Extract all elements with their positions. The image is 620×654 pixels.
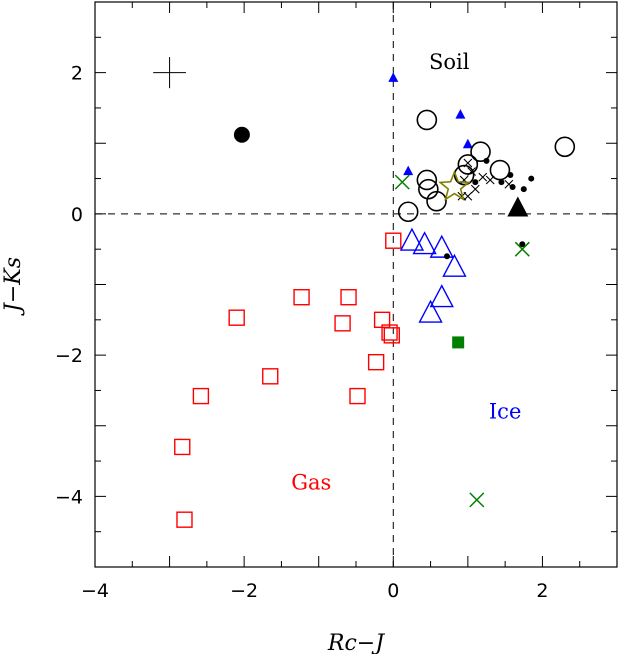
data-point-small-filled-triangle bbox=[462, 138, 473, 149]
plot-frame bbox=[94, 1, 618, 568]
data-point-open-circle bbox=[397, 201, 419, 223]
data-point-small-filled-triangle bbox=[455, 109, 466, 119]
data-point-open-square bbox=[192, 387, 210, 405]
data-point-small-cross bbox=[478, 172, 488, 182]
y-tick-label: 0 bbox=[71, 204, 83, 226]
y-axis-title: J−Ks bbox=[1, 257, 26, 316]
data-point-open-triangle bbox=[412, 231, 437, 255]
data-point-small-filled-triangle bbox=[403, 165, 414, 176]
data-point-open-triangle bbox=[429, 284, 454, 308]
data-point-green-cross bbox=[469, 492, 485, 508]
x-tick-label: −4 bbox=[81, 580, 109, 602]
x-tick-label: −2 bbox=[230, 580, 258, 602]
data-point-dot bbox=[443, 253, 450, 260]
region-annotations: Soil Ice Gas bbox=[291, 50, 521, 494]
data-point-dot bbox=[483, 157, 490, 164]
data-point-small-cross bbox=[463, 158, 473, 168]
data-point-open-square bbox=[381, 324, 398, 341]
x-axis-title: Rc−J bbox=[327, 631, 385, 654]
x-tick-label: 2 bbox=[536, 580, 548, 602]
y-tick-label: −4 bbox=[55, 486, 83, 508]
data-point-open-circle bbox=[426, 190, 447, 212]
region-label-soil: Soil bbox=[429, 50, 470, 74]
data-point-open-circle bbox=[453, 164, 475, 186]
data-point-filled-triangle bbox=[507, 196, 529, 217]
series-open-star bbox=[438, 169, 471, 201]
data-point-filled-square bbox=[452, 336, 465, 349]
series-open-square bbox=[174, 232, 402, 528]
data-point-open-square bbox=[383, 327, 400, 344]
data-point-open-circle bbox=[416, 169, 438, 191]
data-point-small-cross bbox=[463, 191, 473, 201]
series-dot bbox=[443, 157, 535, 260]
data-point-open-circle bbox=[554, 136, 576, 158]
data-point-open-square bbox=[176, 511, 193, 528]
data-point-open-square bbox=[349, 387, 366, 405]
data-point-open-square bbox=[174, 438, 191, 456]
data-point-open-star bbox=[438, 169, 471, 201]
y-tick-label: 2 bbox=[71, 63, 83, 85]
x-tick-label: 0 bbox=[387, 580, 399, 602]
data-point-open-circle bbox=[457, 154, 479, 175]
data-point-filled-circle bbox=[233, 126, 250, 143]
series-filled-square bbox=[452, 336, 465, 349]
data-point-open-square bbox=[334, 315, 351, 332]
data-point-small-cross bbox=[467, 167, 476, 176]
series-small-cross bbox=[457, 158, 514, 201]
plot-area bbox=[94, 1, 618, 568]
data-point-open-square bbox=[367, 353, 385, 371]
data-point-open-circle bbox=[470, 141, 491, 163]
data-point-dot bbox=[498, 179, 505, 186]
data-point-dot bbox=[509, 184, 516, 191]
data-point-open-square bbox=[262, 368, 279, 385]
data-point-open-square bbox=[385, 232, 402, 249]
axis-ticks: −4 −2 0 2 −4 −2 0 2 bbox=[55, 1, 618, 602]
region-label-gas: Gas bbox=[291, 470, 331, 494]
data-point-small-filled-triangle bbox=[388, 72, 399, 82]
region-label-ice: Ice bbox=[489, 400, 521, 424]
data-point-dot bbox=[520, 186, 527, 193]
data-point-open-triangle bbox=[442, 253, 467, 277]
data-point-open-circle bbox=[418, 178, 439, 200]
reference-lines bbox=[95, 2, 617, 567]
data-point-dot bbox=[528, 175, 535, 182]
data-point-dot bbox=[519, 241, 526, 248]
data-point-dot bbox=[507, 172, 514, 179]
series-open-triangle bbox=[399, 227, 467, 323]
data-point-open-triangle bbox=[418, 299, 443, 323]
data-point-open-triangle bbox=[399, 227, 425, 251]
data-point-dot bbox=[472, 179, 479, 186]
series-small-filled-triangle bbox=[388, 72, 473, 176]
data-point-small-cross bbox=[485, 175, 495, 185]
data-point-green-cross bbox=[394, 174, 410, 190]
y-tick-label: −2 bbox=[55, 345, 83, 367]
data-point-open-square bbox=[340, 289, 357, 306]
data-point-open-square bbox=[293, 289, 310, 306]
data-point-small-cross bbox=[504, 179, 514, 189]
series-filled-circle bbox=[233, 126, 250, 143]
data-point-open-circle bbox=[416, 109, 438, 131]
data-point-small-cross bbox=[470, 184, 480, 194]
series-filled-triangle bbox=[507, 196, 529, 217]
data-point-open-square bbox=[228, 309, 245, 326]
series-green-cross bbox=[394, 174, 530, 508]
data-marks bbox=[174, 72, 576, 528]
data-point-green-cross bbox=[514, 241, 530, 257]
data-point-open-triangle bbox=[429, 234, 454, 258]
series-open-circle bbox=[397, 109, 576, 223]
